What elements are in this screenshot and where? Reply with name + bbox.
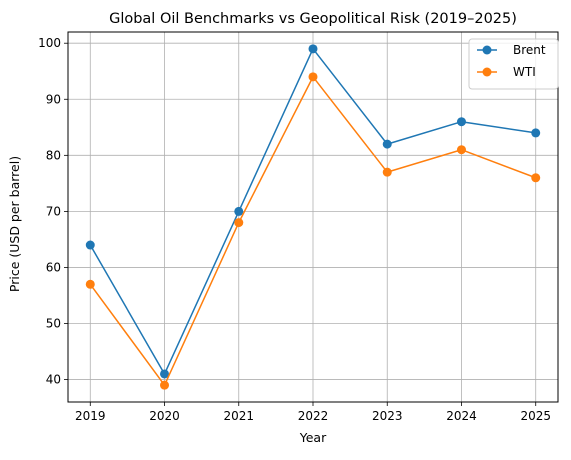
data-point-brent [382, 139, 392, 149]
data-point-wti [456, 145, 466, 155]
legend-marker-wti [482, 67, 492, 77]
legend-box [468, 38, 559, 90]
x-tick-label: 2023 [372, 409, 403, 423]
x-tick-label: 2020 [149, 409, 180, 423]
data-point-wti [85, 279, 95, 289]
y-tick-label: 40 [46, 373, 61, 387]
y-tick-label: 100 [38, 36, 61, 50]
y-tick-label: 70 [46, 204, 61, 218]
y-tick-label: 80 [46, 148, 61, 162]
series-layer [85, 44, 541, 390]
data-point-brent [85, 240, 95, 250]
data-point-wti [160, 380, 170, 390]
data-point-brent [160, 369, 170, 379]
y-tick-label: 60 [46, 260, 61, 274]
x-tick-label: 2025 [520, 409, 551, 423]
legend: Brent WTI [468, 38, 559, 90]
data-point-brent [234, 206, 244, 216]
x-tick-label: 2024 [446, 409, 477, 423]
data-point-brent [531, 128, 541, 138]
data-point-wti [308, 72, 318, 82]
y-axis-label: Price (USD per barrel) [7, 156, 22, 292]
data-point-wti [234, 218, 244, 228]
legend-label-brent: Brent [513, 43, 546, 57]
x-tick-label: 2022 [298, 409, 329, 423]
data-point-brent [456, 117, 466, 127]
legend-marker-brent [482, 45, 492, 55]
x-tick-label: 2019 [75, 409, 106, 423]
y-tick-label: 50 [46, 317, 61, 331]
data-point-wti [531, 173, 541, 183]
data-point-wti [382, 167, 392, 177]
x-axis-label: Year [299, 430, 327, 445]
legend-label-wti: WTI [513, 65, 536, 79]
axis-ticks: 2019 2020 2021 2022 2023 2024 2025 40 50 60 70 80 90… [38, 36, 551, 423]
y-tick-label: 90 [46, 92, 61, 106]
data-point-brent [308, 44, 318, 54]
chart-title: Global Oil Benchmarks vs Geopolitical Ri… [109, 11, 517, 27]
x-tick-label: 2021 [223, 409, 254, 423]
